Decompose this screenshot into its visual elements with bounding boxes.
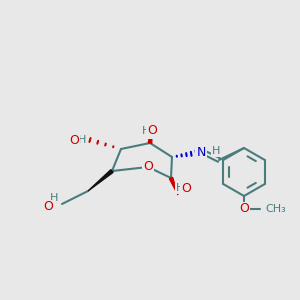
Text: O: O [181,182,191,194]
Polygon shape [169,177,178,195]
Text: O: O [143,160,153,173]
Text: O: O [239,202,249,215]
Text: H: H [50,193,58,203]
Polygon shape [148,124,152,143]
Text: N: N [196,146,206,160]
Text: H: H [142,126,150,136]
Text: O: O [147,124,157,137]
Text: H: H [212,146,220,156]
Text: CH₃: CH₃ [265,204,286,214]
Text: H: H [78,135,86,145]
Polygon shape [88,170,113,191]
Text: H: H [176,183,184,193]
Text: O: O [69,134,79,146]
Text: O: O [43,200,53,214]
